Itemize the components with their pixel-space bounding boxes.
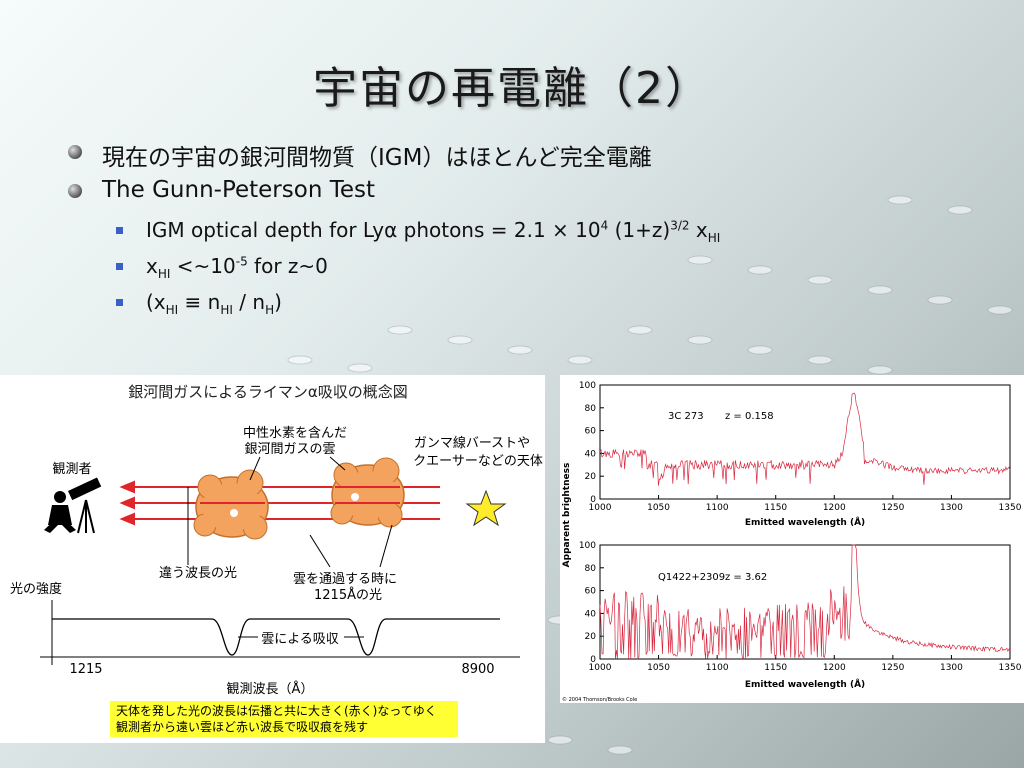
- source-label-line2: クエーサーなどの天体: [413, 454, 543, 469]
- x-tick-label: 1350: [999, 503, 1022, 513]
- note-box: [110, 701, 458, 737]
- pointer-line: [249, 456, 261, 481]
- observer-telescope-icon: [44, 477, 102, 534]
- x-tick-label: 1250: [881, 503, 904, 513]
- spectra-canvas: Apparent brightness 3C 273 z = 0.158 Emi…: [562, 381, 1022, 703]
- x-tick-label: 1350: [999, 663, 1022, 673]
- spectrum-trace: [599, 544, 1011, 660]
- x-axis-label: Emitted wavelength (Å): [745, 679, 865, 690]
- y-tick-label: 20: [585, 472, 597, 482]
- pointer-line: [309, 534, 331, 568]
- star-icon: [465, 489, 507, 527]
- y-tick-label: 20: [585, 632, 597, 642]
- y-tick-label: 0: [590, 495, 596, 505]
- pass-label-line1: 雲を通過する時に: [293, 572, 397, 587]
- bullet-text: The Gunn-Peterson Test: [102, 177, 376, 203]
- x-tick-label: 1300: [940, 663, 963, 673]
- x-axis-label: 観測波長（Å）: [227, 681, 314, 697]
- bullet-dot-icon: [68, 184, 82, 198]
- y-tick-label: 80: [585, 404, 597, 414]
- square-bullet-icon: [116, 299, 123, 306]
- lyman-alpha-diagram: 銀河間ガスによるライマンα吸収の概念図 観測者: [0, 375, 545, 743]
- panel-object: 3C 273: [668, 411, 704, 422]
- gas-cloud-2: [330, 457, 405, 528]
- observer-label: 観測者: [52, 462, 91, 477]
- sub-bullet-text: IGM optical depth for Lyα photons = 2.1 …: [146, 218, 721, 245]
- y-tick-label: 80: [585, 564, 597, 574]
- square-bullet-icon: [116, 263, 123, 270]
- spectra-figure: Apparent brightness 3C 273 z = 0.158 Emi…: [560, 375, 1024, 703]
- panel-redshift: z = 3.62: [725, 572, 767, 583]
- plot-frame: [599, 384, 1011, 500]
- x-tick-label: 1100: [706, 503, 729, 513]
- intensity-curve: [52, 618, 500, 656]
- spectrum-panel-q1422: Q1422+2309 z = 3.62 Emitted wavelength (…: [579, 541, 1022, 690]
- y-tick-label: 100: [579, 541, 596, 551]
- absorb-label: 雲による吸収: [261, 632, 339, 647]
- note-line2: 観測者から遠い雲ほど赤い波長で吸収痕を残す: [116, 719, 368, 734]
- spectrum-trace: [599, 392, 1011, 486]
- bullet-dot-icon: [68, 145, 82, 159]
- x-tick-label: 1200: [823, 663, 846, 673]
- x-tick-label: 1050: [647, 663, 670, 673]
- cloud-label-line2: 銀河間ガスの雲: [244, 442, 335, 457]
- plot-frame: [599, 544, 1011, 660]
- note-line1: 天体を発した光の波長は伝播と共に大きく(赤く)なってゆく: [116, 704, 437, 718]
- copyright-text: © 2004 Thomson/Brooks Cole: [562, 696, 637, 703]
- y-tick-label: 60: [585, 427, 597, 437]
- x-tick-label: 1100: [706, 663, 729, 673]
- sub-bullet-text: (xHI ≡ nHI / nH): [146, 290, 282, 317]
- diagram-canvas: 銀河間ガスによるライマンα吸収の概念図 観測者: [10, 383, 543, 737]
- pointer-line: [379, 524, 393, 568]
- x-axis-label: Emitted wavelength (Å): [745, 517, 865, 528]
- pointer-line: [329, 456, 346, 471]
- panel-redshift: z = 0.158: [725, 411, 774, 422]
- bullet-text: 現在の宇宙の銀河間物質（IGM）はほとんど完全電離: [102, 145, 652, 171]
- slide-title: 宇宙の再電離（2）: [313, 63, 711, 114]
- tick-8900: 8900: [461, 662, 494, 677]
- diagram-title: 銀河間ガスによるライマンα吸収の概念図: [128, 383, 407, 401]
- gas-cloud-1: [193, 469, 269, 540]
- x-tick-label: 1250: [881, 663, 904, 673]
- arrows-through-clouds: [200, 486, 400, 504]
- source-label-line1: ガンマ線バーストや: [414, 435, 530, 451]
- wavelength-label: 違う波長の光: [159, 566, 237, 581]
- x-tick-label: 1150: [764, 503, 787, 513]
- y-tick-label: 100: [579, 381, 596, 391]
- x-tick-label: 1050: [647, 503, 670, 513]
- y-tick-label: 40: [585, 449, 597, 459]
- x-tick-label: 1000: [589, 503, 612, 513]
- y-tick-label: 60: [585, 587, 597, 597]
- x-tick-label: 1200: [823, 503, 846, 513]
- pass-label-line2: 1215Åの光: [314, 587, 382, 603]
- y-tick-label: 0: [590, 655, 596, 665]
- tick-1215: 1215: [69, 662, 102, 677]
- intensity-label: 光の強度: [10, 581, 62, 597]
- x-tick-label: 1150: [764, 663, 787, 673]
- y-tick-label: 40: [585, 609, 597, 619]
- y-axis-label: Apparent brightness: [562, 463, 572, 568]
- cloud-label-line1: 中性水素を含んだ: [243, 425, 347, 441]
- square-bullet-icon: [116, 227, 123, 234]
- x-tick-label: 1300: [940, 503, 963, 513]
- sub-bullet-text: xHI <~10-5 for z~0: [146, 254, 328, 281]
- panel-object: Q1422+2309: [658, 572, 725, 583]
- spectrum-panel-3c273: 3C 273 z = 0.158 Emitted wavelength (Å) …: [579, 381, 1022, 528]
- x-tick-label: 1000: [589, 663, 612, 673]
